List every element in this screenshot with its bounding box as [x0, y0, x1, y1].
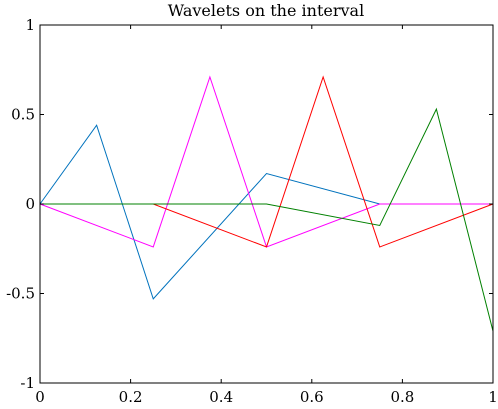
axis-layer: 0 0.2 0.4 0.6 0.8 1 -1 -0.5 0 0.5 1	[6, 16, 498, 406]
series-layer	[39, 75, 494, 332]
x-tick-label: 0.4	[209, 388, 233, 406]
x-tick-label: 0.6	[300, 388, 324, 406]
series-line-3	[40, 75, 494, 248]
x-tick-label: 1	[488, 388, 498, 406]
series-line-1	[39, 124, 493, 300]
y-tick-label: -0.5	[6, 285, 35, 303]
series-line-4	[40, 107, 494, 332]
x-tick-label: 0	[35, 388, 45, 406]
y-tick-label: 0	[25, 195, 35, 213]
series-line-2	[39, 75, 493, 248]
x-tick-label: 0.2	[119, 388, 143, 406]
y-tick-label: -1	[20, 374, 35, 392]
x-tick-label: 0.8	[390, 388, 414, 406]
y-tick-label: 1	[25, 16, 35, 34]
y-tick-label: 0.5	[11, 106, 35, 124]
chart-title: Wavelets on the interval	[168, 1, 364, 20]
